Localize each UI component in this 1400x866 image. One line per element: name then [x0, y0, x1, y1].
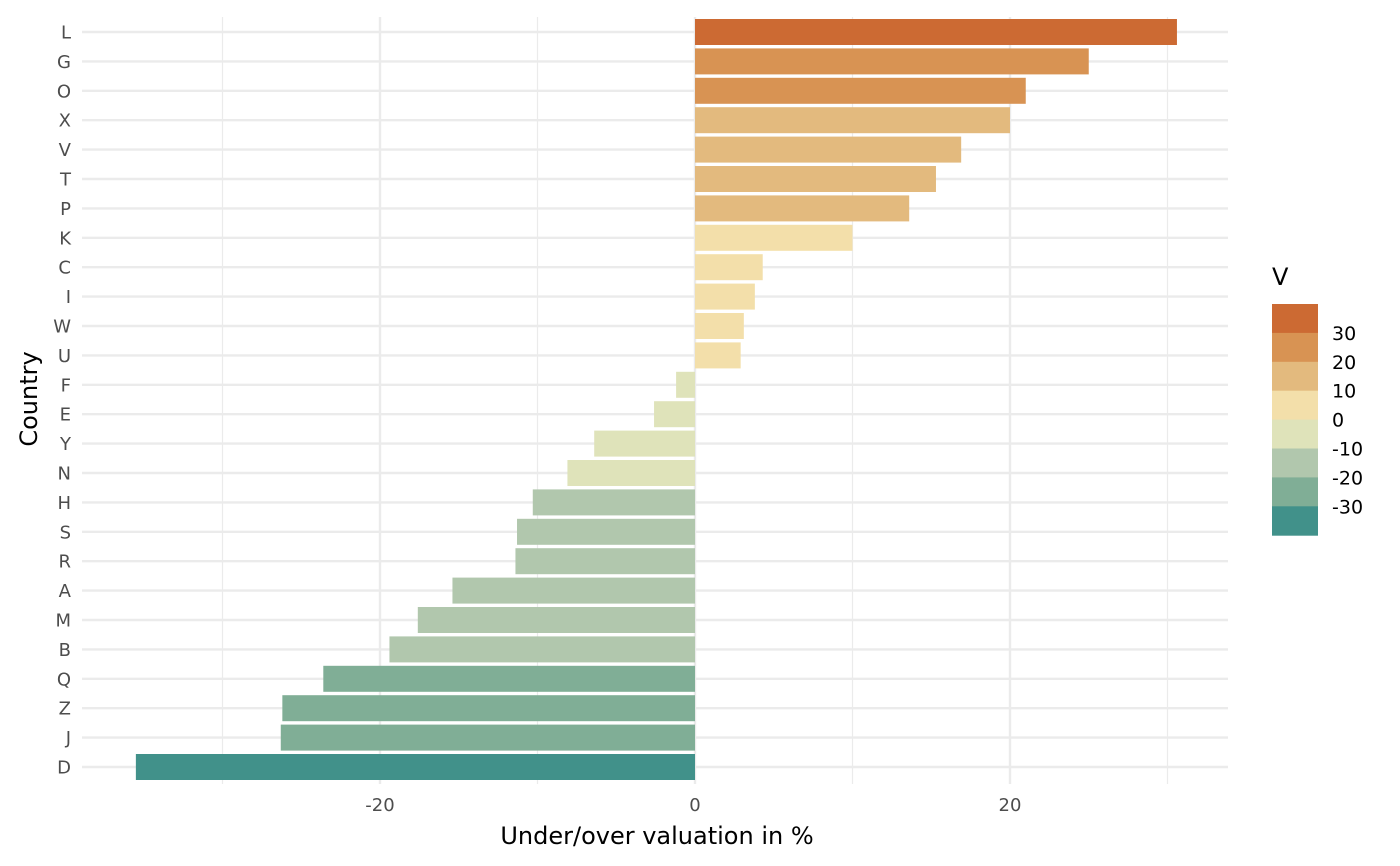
y-tick-label: M — [55, 611, 71, 632]
legend-label: -30 — [1332, 496, 1363, 518]
bar-B — [389, 636, 695, 663]
y-tick-label: Y — [59, 434, 72, 455]
legend-label: 10 — [1332, 381, 1356, 403]
legend-swatch — [1272, 390, 1318, 421]
bar-Z — [282, 695, 695, 722]
x-tick-labels: -20 0 20 — [365, 795, 1021, 816]
bar-O — [695, 77, 1026, 104]
y-tick-label: N — [58, 464, 71, 485]
bar-M — [417, 607, 695, 633]
bar-A — [452, 577, 695, 604]
y-tick-label: S — [60, 522, 71, 543]
legend-swatch — [1272, 419, 1318, 449]
bar-N — [567, 460, 695, 486]
legend-label: 20 — [1332, 352, 1356, 374]
bar-K — [695, 224, 853, 251]
y-tick-label: L — [61, 23, 71, 44]
y-tick-label: P — [60, 199, 71, 220]
bar-W — [695, 313, 744, 339]
bar-P — [695, 195, 910, 222]
y-tick-label: V — [59, 140, 72, 161]
bar-X — [695, 107, 1010, 134]
bar-S — [517, 518, 695, 545]
x-tick-label: 20 — [999, 795, 1022, 816]
y-tick-label: F — [61, 375, 71, 396]
y-tick-label: Z — [59, 699, 71, 720]
y-tick-label: W — [53, 317, 71, 338]
bar-U — [695, 342, 741, 369]
y-tick-label: U — [58, 346, 71, 367]
x-tick-label: 0 — [689, 795, 700, 816]
bar-L — [695, 19, 1177, 45]
bar-D — [135, 754, 695, 780]
bar-G — [695, 48, 1089, 75]
y-tick-label: A — [59, 581, 72, 602]
bar-V — [695, 136, 962, 163]
legend-label: -10 — [1332, 439, 1363, 461]
y-tick-label: B — [59, 640, 71, 661]
bar-J — [280, 724, 695, 751]
y-tick-label: K — [59, 228, 72, 249]
legend-label: 30 — [1332, 323, 1356, 345]
bar-F — [676, 371, 695, 398]
legend-swatch — [1272, 361, 1318, 392]
y-tick-label: J — [65, 728, 71, 749]
bar-C — [695, 254, 763, 281]
bar-Y — [594, 430, 695, 457]
y-axis-title: Country — [15, 351, 43, 446]
legend-swatch — [1272, 477, 1318, 507]
bar-I — [695, 283, 755, 310]
y-tick-label: T — [59, 170, 72, 191]
bar-Q — [323, 665, 695, 692]
y-tick-label: E — [60, 405, 71, 426]
legend-swatch — [1272, 304, 1318, 334]
y-tick-label: G — [57, 52, 71, 73]
legend-swatch — [1272, 332, 1318, 363]
y-tick-label: O — [57, 81, 71, 102]
y-tick-label: X — [59, 111, 71, 132]
legend-label: -20 — [1332, 467, 1363, 489]
y-tick-label: I — [66, 287, 71, 308]
y-tick-label: R — [58, 552, 71, 573]
bar-T — [695, 166, 936, 192]
x-tick-label: -20 — [365, 795, 394, 816]
legend-swatch — [1272, 448, 1318, 478]
legend-label: 0 — [1332, 410, 1344, 432]
x-axis-title: Under/over valuation in % — [500, 822, 813, 850]
legend: V 30 20 10 0 -10 -20 -30 — [1272, 263, 1363, 536]
legend-swatches — [1272, 304, 1318, 536]
y-tick-label: Q — [57, 669, 71, 690]
y-tick-label: C — [58, 258, 71, 279]
bars-layer — [135, 19, 1177, 780]
bar-R — [515, 548, 695, 575]
legend-swatch — [1272, 506, 1318, 536]
y-tick-label: H — [57, 493, 71, 514]
bar-H — [532, 489, 695, 516]
y-tick-label: D — [57, 758, 71, 779]
bar-E — [654, 401, 695, 428]
legend-labels: 30 20 10 0 -10 -20 -30 — [1332, 323, 1363, 518]
legend-title: V — [1272, 263, 1289, 291]
